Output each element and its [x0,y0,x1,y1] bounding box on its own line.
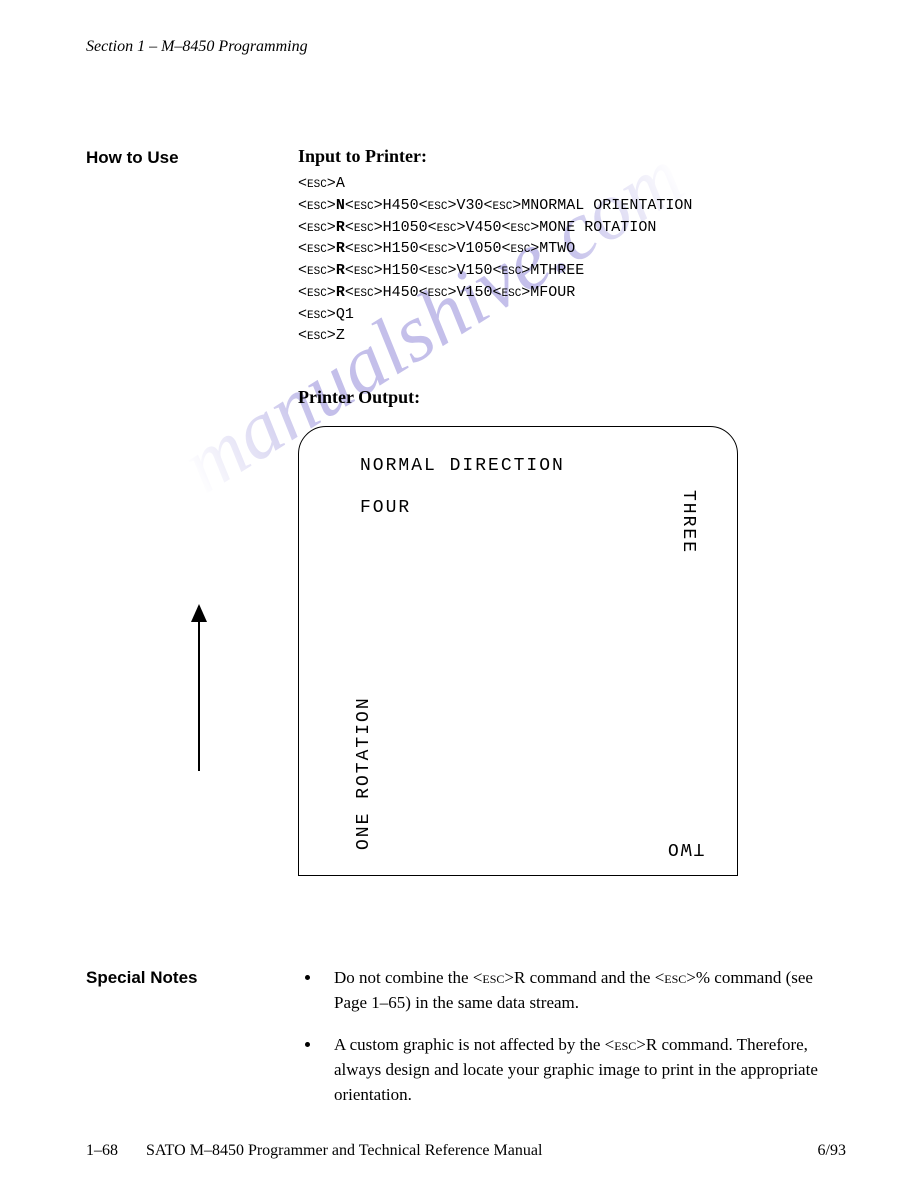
code-line: <esc>N<esc>H450<esc>V30<esc>MNORMAL ORIE… [298,195,846,217]
output-heading: Printer Output: [298,387,846,408]
special-notes-block: Special Notes Do not combine the <esc>R … [86,966,846,1125]
code-line: <esc>Q1 [298,304,846,326]
code-line: <esc>R<esc>H150<esc>V1050<esc>MTWO [298,238,846,260]
code-line: <esc>Z [298,325,846,347]
printer-output-diagram: NORMAL DIRECTION FOUR THREE TWO ONE ROTA… [298,426,768,876]
feed-direction-arrow-icon [198,606,200,771]
code-line: <esc>R<esc>H450<esc>V150<esc>MFOUR [298,282,846,304]
section-header: Section 1 – M–8450 Programming [86,38,846,56]
how-to-use-label: How to Use [86,146,298,168]
notes-list-item: A custom graphic is not affected by the … [322,1033,846,1107]
code-line: <esc>R<esc>H1050<esc>V450<esc>MONE ROTAT… [298,217,846,239]
code-line: <esc>R<esc>H150<esc>V150<esc>MTHREE [298,260,846,282]
diagram-text-two: TWO [666,838,704,858]
code-block: <esc>A<esc>N<esc>H450<esc>V30<esc>MNORMA… [298,173,846,347]
footer-manual-title: SATO M–8450 Programmer and Technical Ref… [146,1142,542,1160]
input-heading: Input to Printer: [298,146,846,167]
diagram-text-one: ONE ROTATION [354,696,374,850]
special-notes-label: Special Notes [86,966,298,988]
code-line: <esc>A [298,173,846,195]
footer-page-number: 1–68 [86,1142,118,1160]
footer-date: 6/93 [818,1142,846,1160]
diagram-text-three: THREE [678,490,698,554]
diagram-text-normal: NORMAL DIRECTION [360,456,565,476]
page-footer: 1–68 SATO M–8450 Programmer and Technica… [86,1142,846,1160]
how-to-use-block: How to Use Input to Printer: <esc>A<esc>… [86,146,846,876]
diagram-text-four: FOUR [360,498,411,518]
notes-list: Do not combine the <esc>R command and th… [298,966,846,1107]
notes-list-item: Do not combine the <esc>R command and th… [322,966,846,1015]
